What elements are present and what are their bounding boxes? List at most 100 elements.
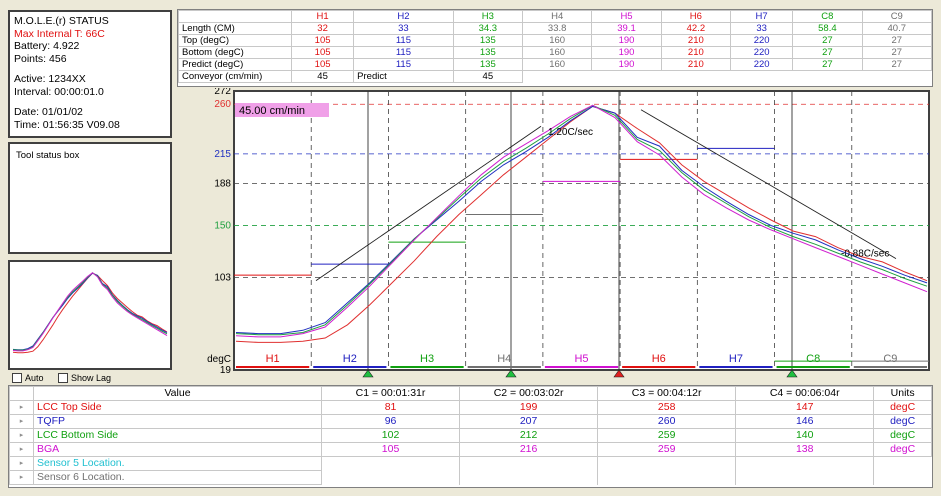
table-row[interactable]: ▸ TQFP 96 207 260 146 degC [9,414,932,429]
row-select-icon[interactable]: ▸ [9,456,34,471]
settings-row-predict[interactable]: Predict (degC) 105 115 135 160 190 210 2… [178,58,933,71]
setting-cell[interactable]: 27 [861,34,933,47]
empty-cell [731,71,793,83]
setting-cell[interactable]: 190 [591,46,662,59]
settings-row-bottom[interactable]: Bottom (degC) 105 115 135 160 190 210 22… [178,46,933,59]
slope-up-line [315,125,542,282]
setting-cell[interactable]: 160 [521,46,593,59]
units-header: Units [873,386,932,401]
setting-cell[interactable]: 220 [730,46,794,59]
cursor-header[interactable]: C2 = 00:03:02r [459,386,599,401]
plot-area [233,90,930,371]
row-select-icon[interactable]: ▸ [9,400,34,415]
zone-header: H2 [353,10,454,23]
conveyor-value[interactable]: 45 [290,70,355,83]
speed-badge-bg [235,103,329,117]
setting-cell[interactable]: 33 [353,22,454,35]
setting-cell[interactable]: 210 [660,58,732,71]
setting-cell[interactable]: 105 [290,58,355,71]
table-row[interactable]: ▸ LCC Top Side 81 199 258 147 degC [9,400,932,415]
setting-cell[interactable]: 190 [591,58,662,71]
setting-cell[interactable]: 135 [452,34,524,47]
predict-value[interactable]: 45 [452,70,524,83]
sensor-name: Sensor 6 Location. [33,470,322,485]
empty-cell [459,456,598,471]
y-tick-label: 272 [214,88,231,97]
tool-status-panel: Tool status box [8,142,172,254]
empty-cell [735,470,874,485]
empty-cell [597,470,736,485]
oven-settings-table: H1 H2 H3 H4 H5 H6 H7 C8 C9 Length (CM) 3… [177,9,933,87]
y-tick-label: 188 [214,179,231,190]
setting-cell[interactable]: 40.7 [861,22,933,35]
icon-header [9,386,34,401]
cursor-header[interactable]: C1 = 00:01:31r [320,386,461,401]
setting-cell[interactable]: 210 [660,34,732,47]
empty-cell [320,456,460,471]
setting-cell[interactable]: 190 [591,34,662,47]
auto-checkbox[interactable]: Auto [12,373,44,383]
setting-cell[interactable]: 27 [861,46,933,59]
mini-series-line [12,272,168,352]
show-lag-checkbox[interactable]: Show Lag [58,373,111,383]
mini-profile-panel[interactable] [8,260,172,370]
setting-cell[interactable]: 33 [730,22,794,35]
table-row[interactable]: ▸ Sensor 6 Location. [9,470,932,485]
auto-checkbox-label: Auto [25,373,44,383]
setting-cell[interactable]: 27 [792,34,863,47]
cursor-marker [362,369,374,378]
points-readout: Points: 456 [14,52,67,65]
setting-cell[interactable]: 27 [792,46,863,59]
setting-cell[interactable]: 160 [521,58,593,71]
setting-cell[interactable]: 115 [353,34,454,47]
setting-cell[interactable]: 105 [290,46,355,59]
empty-cell [597,456,736,471]
series-line [235,105,928,335]
setting-cell[interactable]: 135 [452,46,524,59]
zone-header: C8 [792,10,863,23]
setting-cell[interactable]: 27 [861,58,933,71]
setting-cell[interactable]: 32 [290,22,355,35]
setting-cell[interactable]: 160 [521,34,593,47]
empty-cell [862,71,931,83]
settings-row-length[interactable]: Length (CM) 32 33 34.3 33.8 39.1 42.2 33… [178,22,933,35]
setting-cell[interactable]: 220 [730,34,794,47]
show-lag-checkbox-box[interactable] [58,373,68,383]
cursor-header[interactable]: C3 = 00:04:12r [597,386,737,401]
setting-cell[interactable]: 135 [452,58,524,71]
y-tick-label: 260 [214,99,231,110]
cursor-value: 259 [597,442,737,457]
cursor-value: 105 [320,442,461,457]
setting-cell[interactable]: 33.8 [521,22,593,35]
auto-checkbox-box[interactable] [12,373,22,383]
table-row[interactable]: ▸ BGA 105 216 259 138 degC [9,442,932,457]
setting-cell[interactable]: 58.4 [792,22,863,35]
table-row[interactable]: ▸ Sensor 5 Location. [9,456,932,471]
cursor-header[interactable]: C4 = 00:06:04r [735,386,875,401]
mini-profile-chart [10,262,170,368]
setting-cell[interactable]: 34.3 [452,22,524,35]
row-select-icon[interactable]: ▸ [9,470,34,485]
cursor-marker [505,369,517,378]
table-row[interactable]: ▸ LCC Bottom Side 102 212 259 140 degC [9,428,932,443]
slope-up-label: 1.20C/sec [548,127,593,138]
setting-cell[interactable]: 115 [353,46,454,59]
zone-label: C8 [806,353,820,365]
settings-row-conveyor[interactable]: Conveyor (cm/min) 45 Predict 45 [178,70,932,83]
setting-cell[interactable]: 115 [353,58,454,71]
setting-cell[interactable]: 210 [660,46,732,59]
setting-cell[interactable]: 42.2 [660,22,732,35]
row-select-icon[interactable]: ▸ [9,414,34,429]
setting-cell[interactable]: 220 [730,58,794,71]
profile-chart-frame[interactable]: 272 260 215 188 150 103 degC 19 1.20C/sec -0.88C/… [196,88,933,378]
settings-row-top[interactable]: Top (degC) 105 115 135 160 190 210 220 2… [178,34,933,47]
row-select-icon[interactable]: ▸ [9,442,34,457]
row-select-icon[interactable]: ▸ [9,428,34,443]
setting-cell[interactable]: 39.1 [591,22,662,35]
speed-badge-text: 45.00 cm/min [239,105,305,117]
setting-cell[interactable]: 27 [792,58,863,71]
setting-cell[interactable]: 105 [290,34,355,47]
slope-down-label: -0.88C/sec [841,248,889,259]
row-label: Top (degC) [178,34,292,47]
